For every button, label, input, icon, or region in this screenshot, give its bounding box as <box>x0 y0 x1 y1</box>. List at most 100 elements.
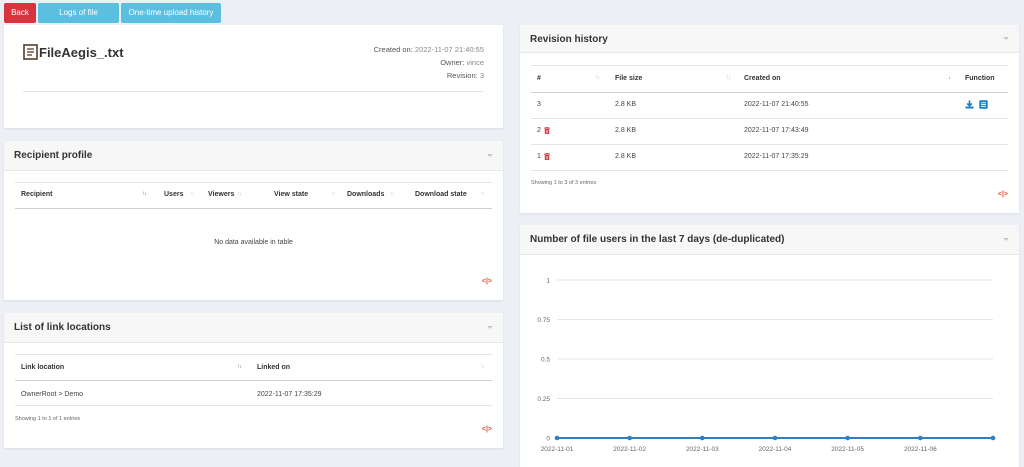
users-line-chart: 1 0.75 0.5 0.25 0 2022-11-01 2022-11-02 2022-11… <box>537 278 996 453</box>
sort-icon[interactable]: ↑↓ <box>595 75 600 81</box>
revision-size: 2.8 KB <box>615 101 637 108</box>
collapse-icon[interactable] <box>487 326 493 329</box>
collapse-icon[interactable] <box>1003 37 1009 40</box>
text-file-icon <box>23 44 38 60</box>
col-link-location[interactable]: Link location <box>21 364 65 371</box>
table-top-border <box>15 354 492 355</box>
sort-icon[interactable]: ↑↓ <box>480 191 485 197</box>
col-downloads[interactable]: Downloads <box>347 191 385 198</box>
col-recipient[interactable]: Recipient <box>21 191 53 198</box>
pagination[interactable]: <|> <box>481 278 492 285</box>
col-view-state[interactable]: View state <box>274 191 309 198</box>
col-users[interactable]: Users <box>164 191 184 198</box>
users-chart-header: Number of file users in the last 7 days … <box>520 225 1019 255</box>
table-header-border <box>15 208 492 209</box>
x-tick-label: 2022-11-03 <box>686 446 719 453</box>
revision-created: 2022-11-07 21:40:55 <box>744 101 809 108</box>
logs-of-file-sharing-button[interactable]: Logs of file sharing <box>38 3 119 37</box>
revision-history-header: Revision history <box>520 25 1019 53</box>
sort-icon[interactable]: ↑↓ <box>480 364 485 370</box>
sort-icon[interactable]: ↑↓ <box>331 191 336 197</box>
linked-on-cell: 2022-11-07 17:35:29 <box>257 391 322 398</box>
one-time-upload-history-button[interactable]: One-time upload history <box>121 3 221 23</box>
revision-number: 3 <box>537 101 541 108</box>
y-tick-label: 0.25 <box>537 396 550 403</box>
table-info: Showing 1 to 3 of 3 entries <box>531 180 597 186</box>
back-button[interactable]: Back <box>4 3 36 23</box>
revision-label: Revision: <box>446 71 478 80</box>
trash-icon[interactable] <box>544 127 550 134</box>
users-chart-title: Number of file users in the last 7 days … <box>530 234 785 245</box>
x-tick-label: 2022-11-02 <box>613 446 646 453</box>
y-tick-label: 1 <box>546 278 550 285</box>
col-viewers[interactable]: Viewers <box>208 191 235 198</box>
revision-size: 2.8 KB <box>615 127 637 134</box>
table-info: Showing 1 to 1 of 1 entries <box>15 416 81 422</box>
data-point <box>918 435 923 441</box>
y-tick-label: 0 <box>546 436 550 443</box>
col-number[interactable]: # <box>537 75 541 82</box>
col-download-state[interactable]: Download state <box>415 191 467 198</box>
file-info-card: FileAegis_.txt Created on: 2022-11-07 21… <box>4 25 503 128</box>
revision-created: 2022-11-07 17:43:49 <box>744 127 809 134</box>
table-header-border <box>15 380 492 381</box>
recipient-profile-title: Recipient profile <box>14 150 93 161</box>
created-on-label: Created on: <box>373 45 413 54</box>
link-location-cell[interactable]: OwnerRoot > Demo <box>21 391 84 398</box>
col-file-size[interactable]: File size <box>615 75 643 82</box>
owner-value: vince <box>466 58 484 67</box>
sort-icon[interactable]: ↑↓ <box>726 75 731 81</box>
users-chart-card: Number of file users in the last 7 days … <box>520 225 1019 467</box>
collapse-icon[interactable] <box>487 154 493 157</box>
col-function: Function <box>965 75 995 82</box>
revision-line: Revision: 3 <box>447 71 484 80</box>
sort-icon[interactable]: ↑↓ <box>190 191 195 197</box>
data-point <box>845 435 850 441</box>
link-locations-card: List of link locations Link location ↑↓ … <box>4 313 503 448</box>
trash-icon[interactable] <box>544 153 550 160</box>
owner-label: Owner: <box>440 58 465 67</box>
revision-history-title: Revision history <box>530 34 608 45</box>
x-tick-label: 2022-11-01 <box>541 446 574 453</box>
revision-size: 2.8 KB <box>615 153 637 160</box>
y-tick-label: 0.75 <box>537 317 550 324</box>
revision-history-card: Revision history # ↑↓ File size ↑↓ Creat… <box>520 25 1019 213</box>
details-list-icon[interactable] <box>979 100 988 109</box>
x-tick-label: 2022-11-05 <box>831 446 864 453</box>
x-tick-label: 2022-11-06 <box>904 446 937 453</box>
table-top-border <box>15 182 492 183</box>
sort-icon[interactable]: ↑↓ <box>237 364 242 370</box>
empty-table-message: No data available in table <box>214 239 293 246</box>
sort-icon[interactable]: ↓ <box>948 75 951 81</box>
collapse-icon[interactable] <box>1003 238 1009 241</box>
created-on-line: Created on: 2022-11-07 21:40:55 <box>374 45 484 54</box>
sort-icon[interactable]: ↑↓ <box>237 191 242 197</box>
col-linked-on[interactable]: Linked on <box>257 364 291 371</box>
data-point <box>554 435 560 441</box>
row-border <box>15 405 492 406</box>
sort-icon[interactable]: ↑↓ <box>142 191 147 197</box>
col-created-on[interactable]: Created on <box>744 75 781 82</box>
download-icon[interactable] <box>965 100 974 109</box>
file-name: FileAegis_.txt <box>39 45 124 60</box>
row-border <box>531 170 1008 171</box>
data-point <box>700 435 705 441</box>
data-point <box>627 435 632 441</box>
toolbar: Back Logs of file sharing One-time uploa… <box>4 3 221 37</box>
pagination[interactable]: <|> <box>481 426 492 433</box>
x-tick-label: 2022-11-04 <box>759 446 792 453</box>
table-top-border <box>531 65 1008 66</box>
created-on-value: 2022-11-07 21:40:55 <box>414 45 484 54</box>
revision-value: 3 <box>479 71 484 80</box>
sort-icon[interactable]: ↑↓ <box>390 191 395 197</box>
revision-number: 2 <box>537 127 541 134</box>
recipient-profile-card: Recipient profile Recipient ↑↓ Users ↑↓ … <box>4 141 503 300</box>
link-locations-title: List of link locations <box>14 322 111 333</box>
revision-number: 1 <box>537 153 541 160</box>
pagination[interactable]: <|> <box>997 191 1008 198</box>
row-border <box>531 144 1008 145</box>
row-border <box>531 118 1008 119</box>
recipient-profile-header: Recipient profile <box>4 141 503 171</box>
divider <box>23 91 483 92</box>
y-tick-label: 0.5 <box>541 357 550 364</box>
